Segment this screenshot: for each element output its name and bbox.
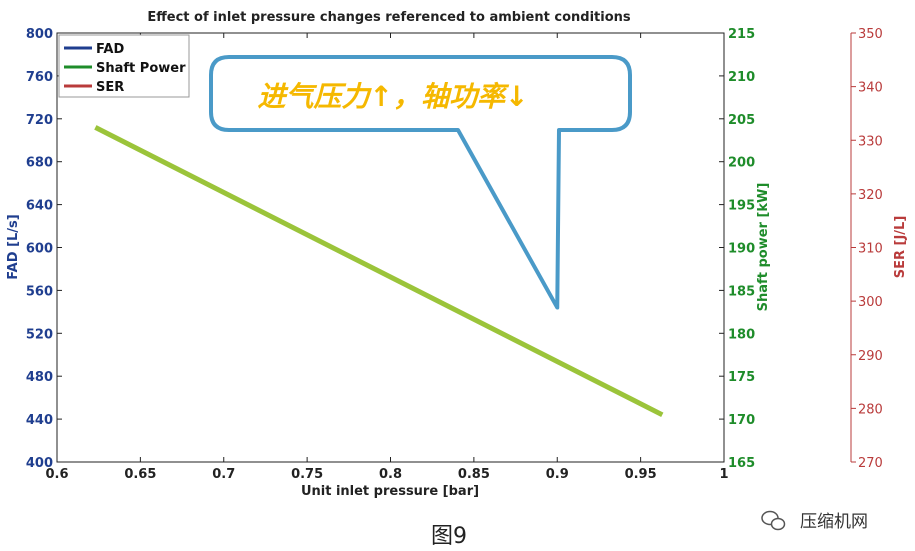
figure-caption: 图9	[431, 524, 467, 549]
left-tick-label: 520	[26, 327, 53, 342]
right2-tick-label: 350	[858, 27, 883, 42]
legend-entry-label: Shaft Power	[96, 61, 186, 76]
right2-tick-label: 300	[858, 295, 883, 310]
left-axis-label: FAD [L/s]	[6, 214, 21, 279]
legend-entry-label: SER	[96, 80, 124, 95]
callout-bubble	[209, 55, 632, 310]
right-axis-ser: 270 280 290 300 310 320 330 340 350	[850, 27, 883, 471]
x-tick-label: 0.7	[212, 467, 235, 482]
right-axis-shaft-power: 165 170 175 180 185 190 195 200 205 210 215	[719, 27, 755, 471]
right2-tick-label: 310	[858, 242, 883, 257]
left-tick-label: 560	[26, 284, 53, 299]
chart-title: Effect of inlet pressure changes referen…	[147, 10, 631, 25]
right-axis-ser-label: SER [J/L]	[893, 216, 908, 279]
x-tick-label: 0.9	[546, 467, 569, 482]
right2-tick-label: 290	[858, 349, 883, 364]
right1-tick-label: 200	[728, 156, 755, 171]
watermark-text: 压缩机网	[800, 512, 868, 532]
right-axis-shaft-power-label: Shaft power [kW]	[756, 183, 771, 312]
left-tick-label: 400	[26, 456, 53, 471]
left-tick-label: 760	[26, 70, 53, 85]
x-tick-label: 0.75	[291, 467, 323, 482]
right1-tick-label: 165	[728, 456, 755, 471]
callout-annotation: 进气压力↑，轴功率↓	[209, 55, 632, 310]
right2-tick-label: 340	[858, 81, 883, 96]
legend-entry-label: FAD	[96, 42, 124, 57]
x-axis: 0.6 0.65 0.7 0.75 0.8 0.85 0.9 0.95 1	[45, 33, 729, 482]
right2-tick-label: 270	[858, 456, 883, 471]
right2-tick-label: 280	[858, 402, 883, 417]
right1-tick-label: 180	[728, 327, 755, 342]
x-tick-label: 1	[719, 467, 728, 482]
x-tick-label: 0.65	[124, 467, 156, 482]
series-line-shaft-power	[94, 125, 664, 418]
right1-tick-label: 190	[728, 242, 755, 257]
x-tick-label: 0.6	[45, 467, 68, 482]
right1-tick-label: 175	[728, 370, 755, 385]
left-tick-label: 440	[26, 413, 53, 428]
right2-tick-label: 330	[858, 134, 883, 149]
series-layer	[94, 125, 664, 418]
x-tick-label: 0.85	[458, 467, 490, 482]
right1-tick-label: 195	[728, 199, 755, 214]
legend: FAD Shaft Power SER	[58, 34, 190, 98]
right1-tick-label: 185	[728, 284, 755, 299]
x-axis-label: Unit inlet pressure [bar]	[301, 484, 479, 499]
callout-text: 进气压力↑，轴功率↓	[258, 80, 529, 113]
x-tick-label: 0.8	[379, 467, 402, 482]
left-axis: 400 440 480 520 560 600 640 680 720 760 800	[26, 27, 62, 471]
x-tick-label: 0.95	[625, 467, 657, 482]
watermark: 压缩机网	[761, 510, 868, 532]
left-tick-label: 480	[26, 370, 53, 385]
left-tick-label: 680	[26, 156, 53, 171]
left-tick-label: 720	[26, 113, 53, 128]
right1-tick-label: 170	[728, 413, 755, 428]
right1-tick-label: 210	[728, 70, 755, 85]
right1-tick-label: 205	[728, 113, 755, 128]
left-tick-label: 800	[26, 27, 53, 42]
left-tick-label: 600	[26, 242, 53, 257]
left-tick-label: 640	[26, 199, 53, 214]
right1-tick-label: 215	[728, 27, 755, 42]
wechat-icon	[761, 510, 786, 531]
right2-tick-label: 320	[858, 188, 883, 203]
